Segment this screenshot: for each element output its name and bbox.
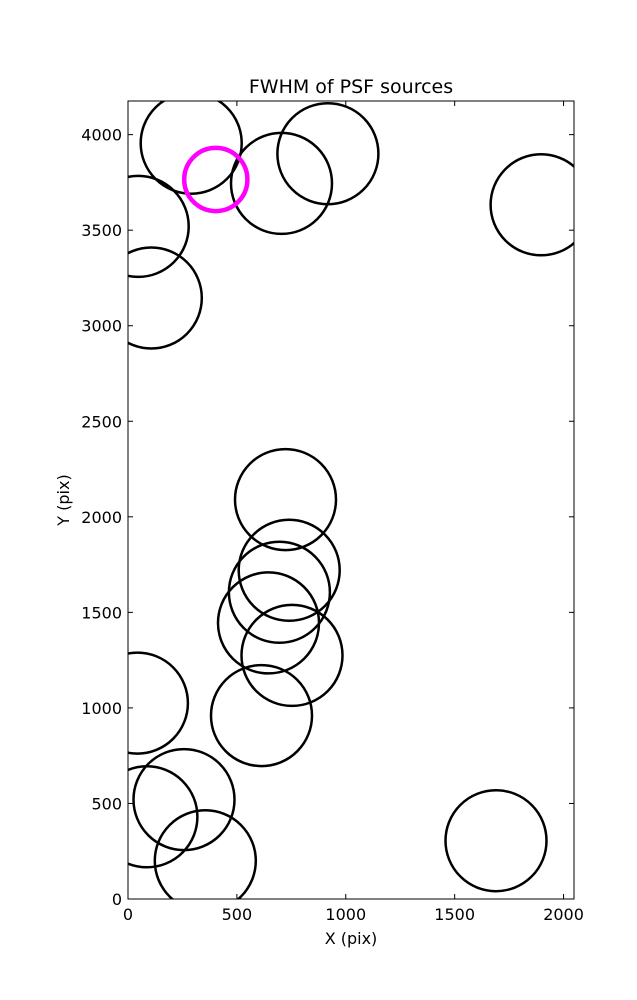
source-circle-7 xyxy=(237,518,341,623)
source-circle-16 xyxy=(444,788,548,893)
x-tick-label-500: 500 xyxy=(222,905,253,924)
source-circle-15 xyxy=(153,809,258,899)
x-tick-label-1000: 1000 xyxy=(325,905,366,924)
x-axis-label: X (pix) xyxy=(325,929,378,948)
source-circle-10 xyxy=(240,603,344,708)
y-tick-label-1000: 1000 xyxy=(81,699,122,718)
source-circle-0 xyxy=(139,101,243,195)
source-circles xyxy=(128,101,574,899)
y-tick-label-3000: 3000 xyxy=(81,317,122,336)
x-tick-label-1500: 1500 xyxy=(434,905,475,924)
source-circle-6 xyxy=(233,447,338,552)
y-axis-label: Y (pix) xyxy=(54,474,73,526)
x-axis: 0 500 1000 1500 2000 xyxy=(123,101,584,924)
source-circle-14 xyxy=(132,747,236,852)
source-circle-12 xyxy=(209,663,314,768)
y-tick-label-4000: 4000 xyxy=(81,126,122,145)
source-circle-9 xyxy=(216,571,321,675)
y-tick-label-2500: 2500 xyxy=(81,412,122,431)
plot-frame xyxy=(127,100,575,900)
source-circle-5 xyxy=(128,246,204,350)
y-tick-label-2000: 2000 xyxy=(81,508,122,527)
y-tick-label-0: 0 xyxy=(112,890,122,909)
chart-title: FWHM of PSF sources xyxy=(249,76,453,98)
y-axis: 0 500 1000 1500 2000 2500 3000 3500 4000 xyxy=(81,126,574,909)
source-circle-2 xyxy=(276,101,380,206)
source-circle-3 xyxy=(489,153,574,257)
source-circle-4 xyxy=(128,174,190,279)
source-circle-11 xyxy=(128,651,190,755)
y-tick-label-1500: 1500 xyxy=(81,603,122,622)
source-circle-highlight xyxy=(181,145,250,214)
x-tick-label-2000: 2000 xyxy=(543,905,584,924)
y-tick-label-3500: 3500 xyxy=(81,221,122,240)
y-tick-label-500: 500 xyxy=(91,794,122,813)
x-tick-label-0: 0 xyxy=(123,905,133,924)
